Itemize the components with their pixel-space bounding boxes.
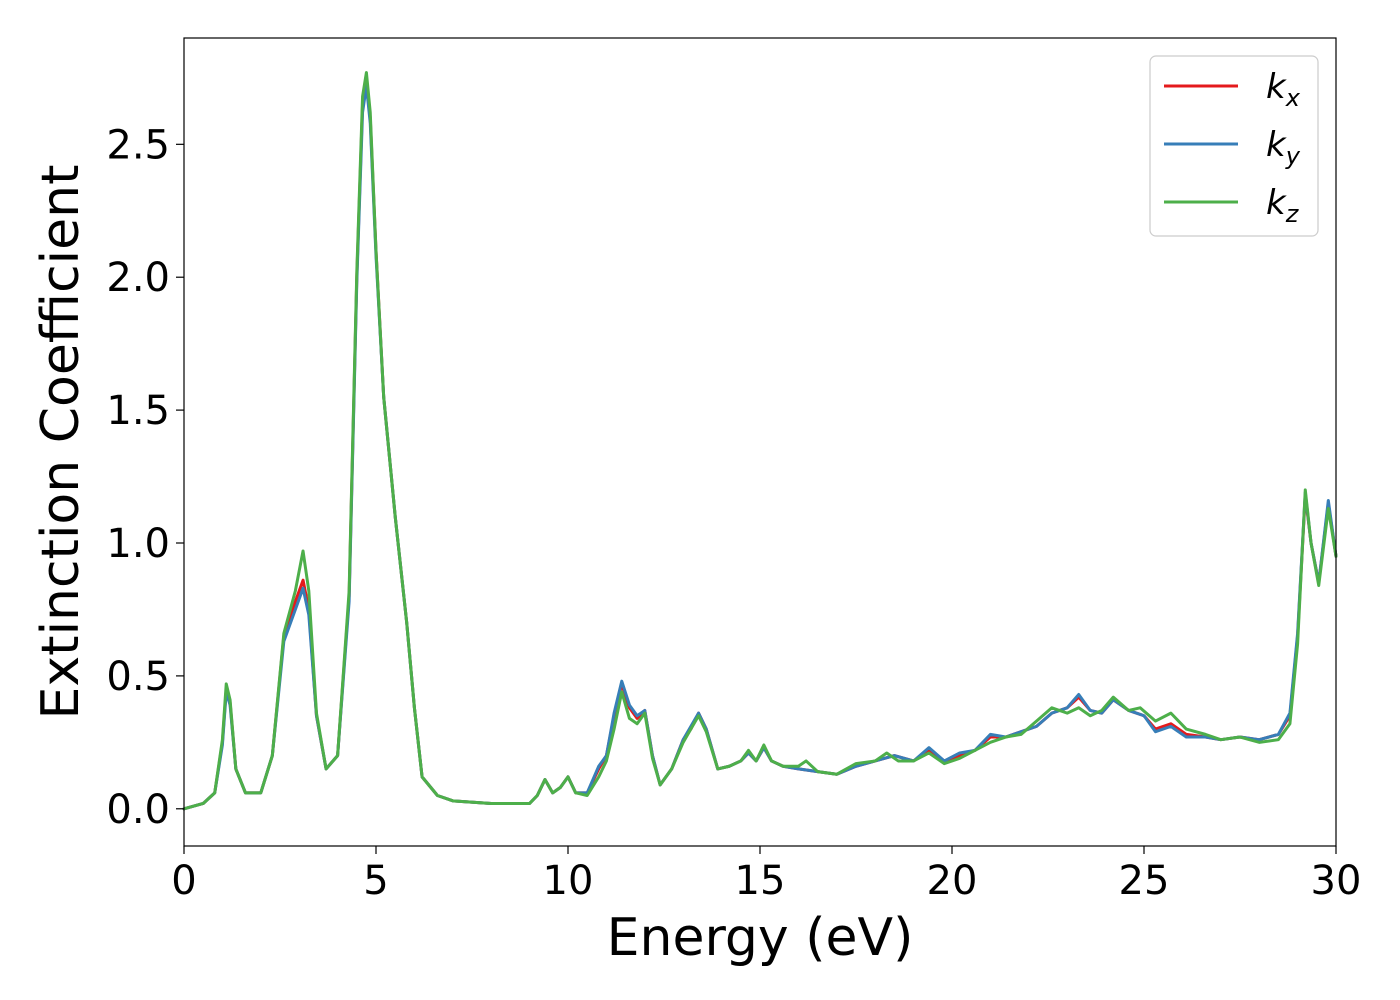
legend-label-ky: ky bbox=[1266, 125, 1301, 170]
x-axis: 0 5 10 15 20 25 30 bbox=[171, 846, 1361, 904]
x-tick-label: 20 bbox=[927, 858, 978, 904]
y-tick-label: 0.0 bbox=[106, 787, 170, 833]
x-tick-label: 10 bbox=[543, 858, 594, 904]
y-tick-label: 0.5 bbox=[106, 654, 170, 700]
y-tick-label: 1.0 bbox=[106, 521, 170, 567]
y-tick-label: 2.0 bbox=[106, 255, 170, 301]
series-line-kz bbox=[182, 71, 1338, 811]
series-layer bbox=[182, 71, 1338, 811]
x-axis-label: Energy (eV) bbox=[607, 908, 914, 968]
x-tick-label: 5 bbox=[363, 858, 388, 904]
legend-label-kz: kz bbox=[1266, 183, 1300, 228]
legend-box bbox=[1149, 55, 1319, 237]
x-tick-label: 25 bbox=[1119, 858, 1170, 904]
x-tick-label: 15 bbox=[735, 858, 786, 904]
y-axis: 0.0 0.5 1.0 1.5 2.0 2.5 bbox=[106, 122, 184, 833]
x-tick-label: 0 bbox=[171, 858, 196, 904]
y-tick-label: 1.5 bbox=[106, 388, 170, 434]
legend-label-kx: kx bbox=[1266, 67, 1301, 112]
y-tick-label: 2.5 bbox=[106, 122, 170, 168]
x-tick-label: 30 bbox=[1311, 858, 1362, 904]
legend: kx ky kz bbox=[1149, 55, 1319, 237]
y-axis-label: Extinction Coefficient bbox=[31, 165, 91, 720]
